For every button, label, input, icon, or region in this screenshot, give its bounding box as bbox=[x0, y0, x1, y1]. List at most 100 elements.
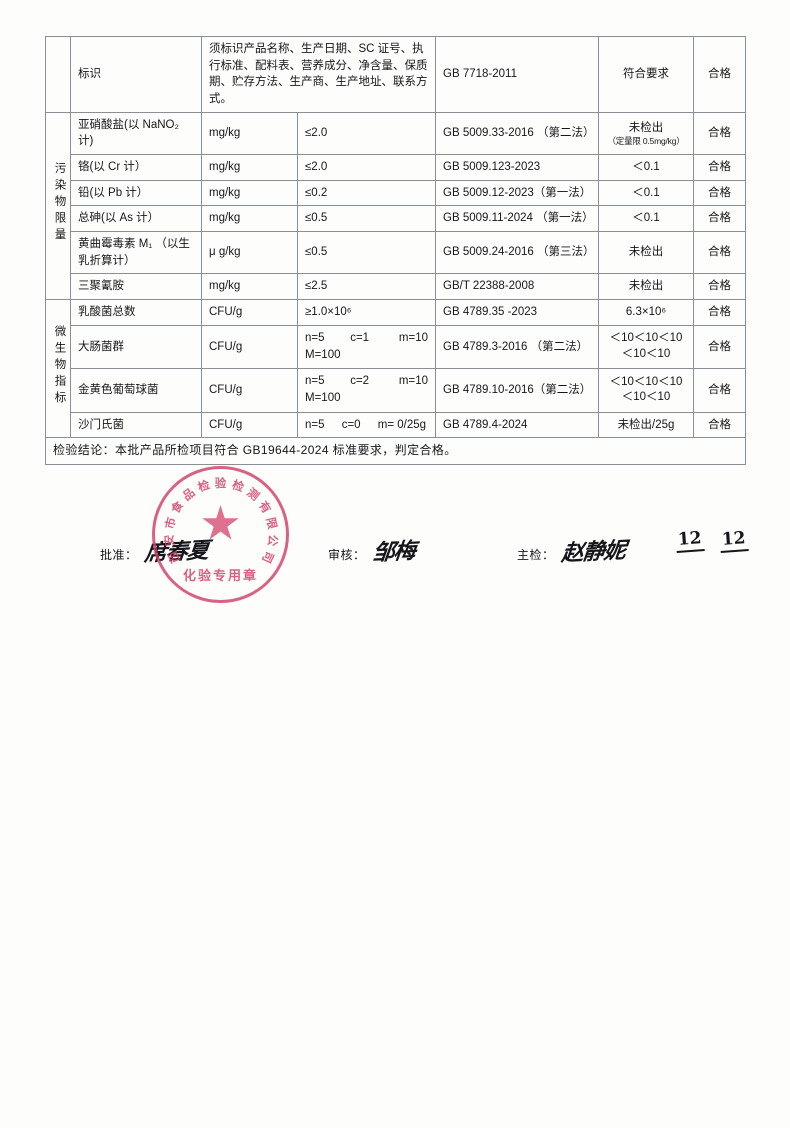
row-result: ＜0.1 bbox=[598, 154, 695, 181]
chief-signature-block: 主检： 赵静妮 bbox=[517, 534, 626, 567]
row-group-empty bbox=[45, 36, 71, 113]
row-result-line1: ＜10＜10＜10 bbox=[609, 375, 683, 388]
row-judgement: 合格 bbox=[693, 411, 747, 439]
row-result: 未检出 bbox=[598, 231, 695, 275]
row-limit: n=5 c=1 m=10 M=100 bbox=[296, 324, 437, 370]
table-row: 总砷(以 As 计） mg/kg ≤0.5 GB 5009.11-2024 （第… bbox=[46, 205, 747, 233]
row-item-name: 黄曲霉毒素 M₁ （以生乳折算计） bbox=[70, 231, 202, 275]
row-item-name: 三聚氰胺 bbox=[70, 273, 202, 301]
limit-part-m: m=10 bbox=[398, 375, 429, 388]
row-judgement: 合格 bbox=[693, 231, 747, 275]
row-result: ＜10＜10＜10 ＜10＜10 bbox=[598, 324, 695, 370]
seal-ring-char: 检 bbox=[229, 476, 246, 494]
table-row: 微生物指标 乳酸菌总数 CFU/g ≥1.0×10⁶ GB 4789.35 -2… bbox=[45, 299, 747, 439]
row-judgement: 合格 bbox=[693, 205, 747, 233]
table-row: 三聚氰胺 mg/kg ≤2.5 GB/T 22388-2008 未检出 合格 bbox=[46, 273, 747, 301]
table-row: 沙门氏菌 CFU/g n=5 c=0 m= 0/25g GB 4789.4-20… bbox=[46, 411, 747, 439]
group-label-text: 污染物限量 bbox=[53, 161, 66, 245]
approve-label: 批准： bbox=[100, 548, 138, 562]
approve-signature: 席春夏 bbox=[142, 537, 209, 567]
limit-part-c: c=1 bbox=[350, 331, 370, 344]
table-row: 黄曲霉毒素 M₁ （以生乳折算计） μ g/kg ≤0.5 GB 5009.24… bbox=[46, 231, 747, 275]
row-limit-ncm: n=5 c=2 m=10 M=100 bbox=[305, 373, 428, 408]
row-result-line2: ＜10＜10 bbox=[621, 391, 671, 404]
row-unit: CFU/g bbox=[201, 299, 298, 326]
limit-part-M: M=100 bbox=[305, 392, 341, 405]
row-method: GB 5009.123-2023 bbox=[435, 154, 600, 181]
row-method: GB 4789.10-2016（第二法） bbox=[435, 368, 600, 413]
row-method: GB 5009.24-2016 （第三法） bbox=[435, 231, 600, 275]
approve-signature-block: 批准： 席春夏 bbox=[100, 534, 209, 567]
chief-signature: 赵静妮 bbox=[559, 537, 626, 567]
row-judgement: 合格 bbox=[693, 36, 747, 113]
row-judgement: 合格 bbox=[693, 179, 747, 207]
row-judgement: 合格 bbox=[693, 324, 747, 370]
row-unit: mg/kg bbox=[201, 205, 298, 233]
row-unit: CFU/g bbox=[201, 368, 298, 413]
row-limit: ≤0.2 bbox=[296, 179, 437, 207]
row-method: GB 5009.33-2016 （第二法） bbox=[435, 111, 600, 156]
limit-part-n: n=5 bbox=[305, 375, 325, 388]
row-unit: mg/kg bbox=[201, 273, 298, 301]
row-result: ＜10＜10＜10 ＜10＜10 bbox=[598, 368, 695, 413]
table-row: 污染物限量 亚硝酸盐(以 NaNO₂ 计) mg/kg ≤2.0 GB 5009… bbox=[45, 111, 747, 301]
row-unit: μ g/kg bbox=[201, 231, 298, 275]
row-method: GB 4789.3-2016 （第二法） bbox=[435, 324, 600, 370]
row-result: 未检出 bbox=[598, 273, 695, 301]
row-method: GB 7718-2011 bbox=[435, 36, 600, 113]
row-spec-requirement: 须标识产品名称、生产日期、SC 证号、执行标准、配料表、营养成分、净含量、保质期… bbox=[200, 36, 437, 113]
limit-part-n: n=5 bbox=[305, 418, 325, 431]
row-limit: ≤2.0 bbox=[296, 154, 437, 181]
row-item-name: 总砷(以 As 计） bbox=[70, 205, 202, 233]
row-item-name: 铬(以 Cr 计） bbox=[70, 154, 202, 181]
row-result: 未检出/25g bbox=[598, 411, 695, 439]
review-label: 审核： bbox=[328, 548, 366, 562]
row-method: GB 5009.11-2024 （第一法） bbox=[435, 205, 600, 233]
table-row: 铅(以 Pb 计） mg/kg ≤0.2 GB 5009.12-2023（第一法… bbox=[46, 179, 747, 207]
seal-ring-char: 有 bbox=[255, 498, 274, 516]
row-unit: CFU/g bbox=[201, 411, 298, 439]
review-signature-block: 审核： 邹梅 bbox=[328, 534, 416, 567]
row-limit: ≤2.0 bbox=[296, 111, 437, 156]
seal-ring-char: 检 bbox=[195, 476, 212, 494]
row-result: 符合要求 bbox=[598, 36, 695, 113]
date-mark-2: 12 bbox=[718, 528, 749, 553]
row-method: GB 4789.35 -2023 bbox=[435, 299, 600, 326]
row-judgement: 合格 bbox=[693, 273, 747, 301]
limit-part-n: n=5 bbox=[305, 331, 325, 344]
review-signature: 邹梅 bbox=[370, 537, 416, 567]
row-unit: mg/kg bbox=[201, 179, 298, 207]
row-result-line1: ＜10＜10＜10 bbox=[609, 332, 683, 345]
table-row-conclusion: 检验结论：本批产品所检项目符合 GB19644-2024 标准要求，判定合格。 bbox=[44, 437, 747, 465]
row-judgement: 合格 bbox=[693, 111, 747, 156]
date-mark-1: 12 bbox=[675, 528, 705, 553]
limit-part-c: c=2 bbox=[350, 375, 370, 388]
limit-part-M: M=100 bbox=[305, 348, 341, 361]
table-row: 大肠菌群 CFU/g n=5 c=1 m=10 M=100 GB 4789.3-… bbox=[46, 324, 747, 370]
row-unit: mg/kg bbox=[201, 154, 298, 181]
row-limit: ≥1.0×10⁶ bbox=[296, 299, 437, 326]
seal-ring-char: 验 bbox=[214, 475, 227, 490]
row-result: 未检出 （定量限 0.5mg/kg） bbox=[598, 111, 695, 156]
limit-part-c: c=0 bbox=[341, 418, 361, 431]
row-group-contaminants: 污染物限量 bbox=[45, 111, 71, 301]
row-result: ＜0.1 bbox=[598, 205, 695, 233]
seal-ring-char: 测 bbox=[243, 484, 262, 503]
row-result: ＜0.1 bbox=[598, 179, 695, 207]
row-result-line2: ＜10＜10 bbox=[621, 347, 671, 360]
table-row: 铬(以 Cr 计） mg/kg ≤2.0 GB 5009.123-2023 ＜0… bbox=[46, 154, 747, 181]
row-limit: ≤0.5 bbox=[296, 231, 437, 275]
inspection-conclusion: 检验结论：本批产品所检项目符合 GB19644-2024 标准要求，判定合格。 bbox=[44, 437, 747, 465]
row-limit: n=5 c=2 m=10 M=100 bbox=[296, 368, 437, 413]
row-item-name: 乳酸菌总数 bbox=[70, 299, 202, 326]
row-item-name: 大肠菌群 bbox=[70, 324, 202, 370]
inspection-results-table: 标识 须标识产品名称、生产日期、SC 证号、执行标准、配料表、营养成分、净含量、… bbox=[44, 36, 747, 465]
row-item-name: 标识 bbox=[70, 36, 202, 113]
row-unit: CFU/g bbox=[201, 324, 298, 370]
row-judgement: 合格 bbox=[693, 368, 747, 413]
row-method: GB 5009.12-2023（第一法） bbox=[435, 179, 600, 207]
row-judgement: 合格 bbox=[693, 154, 747, 181]
row-limit: n=5 c=0 m= 0/25g bbox=[296, 411, 437, 439]
row-item-name: 金黄色葡萄球菌 bbox=[70, 368, 202, 413]
